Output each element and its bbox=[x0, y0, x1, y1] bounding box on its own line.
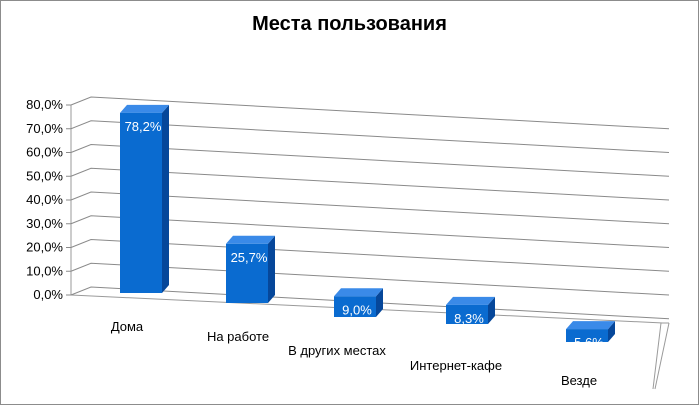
y-tick-label: 0,0% bbox=[33, 287, 63, 302]
y-tick-label: 80,0% bbox=[26, 97, 63, 112]
bar-top bbox=[334, 288, 383, 297]
category-label: Дома bbox=[111, 319, 144, 334]
bar bbox=[446, 304, 488, 324]
bar-side bbox=[376, 288, 383, 317]
chart-title: Места пользования bbox=[252, 13, 447, 35]
bar-top bbox=[566, 321, 615, 330]
data-label: 5,6% bbox=[574, 335, 604, 350]
y-tick-label: 40,0% bbox=[26, 192, 63, 207]
right-wall-edge bbox=[652, 322, 669, 390]
data-label: 8,3% bbox=[454, 311, 484, 326]
bar-top bbox=[226, 235, 275, 244]
bar-top bbox=[446, 296, 495, 305]
gridline bbox=[70, 96, 670, 130]
category-label: В других местах bbox=[288, 343, 386, 358]
gridline bbox=[70, 238, 670, 272]
chart-gridlines bbox=[70, 96, 670, 320]
gridline bbox=[70, 191, 670, 225]
gridline bbox=[70, 120, 670, 154]
category-label: Интернет-кафе bbox=[410, 358, 502, 373]
y-tick-label: 10,0% bbox=[26, 263, 63, 278]
chart-bars: 78,2% 25,7% 9,0% 8,3% 5,6% bbox=[120, 104, 615, 350]
bar-side bbox=[268, 235, 275, 303]
bar bbox=[226, 243, 268, 303]
y-tick-label: 20,0% bbox=[26, 240, 63, 255]
floor-front-right-edge bbox=[654, 322, 670, 390]
y-tick-label: 60,0% bbox=[26, 145, 63, 160]
bar-side bbox=[608, 321, 615, 342]
data-label: 9,0% bbox=[342, 302, 372, 317]
y-axis-ticks: 0,0% 10,0% 20,0% 30,0% 40,0% 50,0% 60,0% 70,0% 8… bbox=[26, 97, 71, 302]
bar bbox=[120, 112, 162, 294]
y-tick-label: 50,0% bbox=[26, 168, 63, 183]
data-label: 25,7% bbox=[231, 250, 268, 265]
y-tick-label: 30,0% bbox=[26, 216, 63, 231]
gridline bbox=[70, 215, 670, 249]
gridline bbox=[70, 167, 670, 201]
y-tick-label: 70,0% bbox=[26, 121, 63, 136]
bar-top bbox=[120, 104, 169, 113]
bar-side bbox=[488, 296, 495, 324]
data-label: 78,2% bbox=[125, 119, 162, 134]
category-label: Везде bbox=[561, 373, 597, 388]
gridline bbox=[70, 143, 670, 177]
bar-side bbox=[162, 104, 169, 294]
bar bbox=[566, 329, 608, 342]
gridline bbox=[70, 262, 670, 296]
category-label: На работе bbox=[207, 329, 269, 344]
bar bbox=[334, 296, 376, 317]
x-axis-categories: Дома На работе В других местах Интернет-каф… bbox=[111, 319, 597, 388]
